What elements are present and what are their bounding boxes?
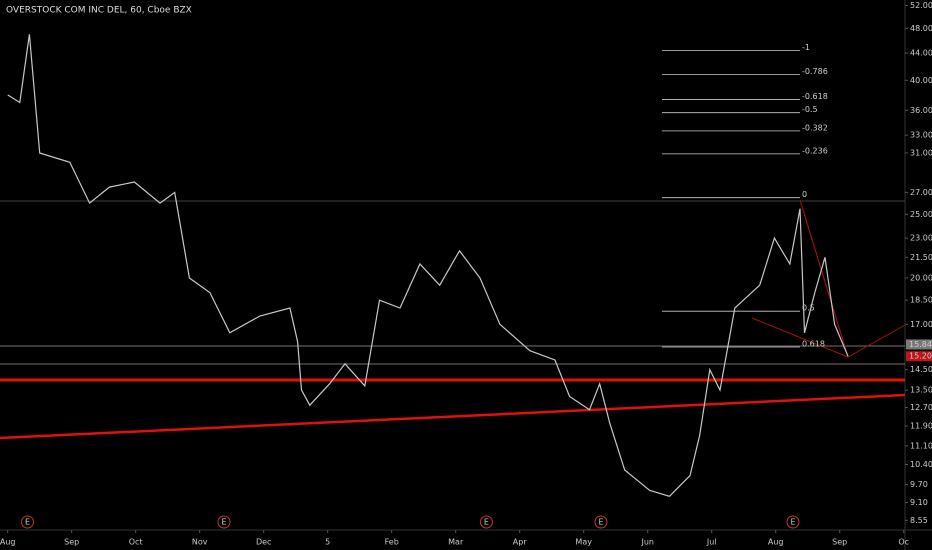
x-tick-label: Jul (706, 538, 717, 547)
fib-label: -0.236 (802, 146, 828, 155)
y-tick-label: 17.00 (910, 320, 932, 329)
trend-line (0, 393, 906, 440)
y-tick-label: 33.00 (910, 131, 932, 140)
y-tick-label: 25.00 (910, 210, 932, 219)
price-label: 15.20 (909, 352, 932, 361)
fib-label: -1 (802, 43, 810, 52)
pattern-line (751, 199, 849, 358)
y-tick-label: 20.00 (910, 273, 932, 282)
x-tick-label: May (575, 538, 592, 547)
y-tick-label: 23.00 (910, 234, 932, 243)
fib-label: -0.786 (802, 67, 828, 76)
price-label: 15.84 (909, 340, 932, 349)
x-tick-label: Sep (64, 538, 79, 547)
y-tick-label: 36.00 (910, 106, 932, 115)
y-tick-label: 40.00 (910, 76, 932, 85)
y-tick-label: 11.10 (910, 441, 932, 450)
x-tick-label: Oct (129, 538, 143, 547)
x-tick-label: 5 (325, 538, 330, 547)
x-tick-label: Oc (898, 538, 909, 547)
y-tick-label: 8.55 (910, 516, 928, 525)
price-label-box (906, 339, 932, 350)
x-tick-label: Mar (448, 538, 464, 547)
earnings-marker (479, 515, 493, 529)
x-tick-label: Sep (832, 538, 847, 547)
y-tick-label: 31.00 (910, 148, 932, 157)
y-tick-label: 21.50 (910, 253, 932, 262)
y-tick-label: 52.00 (910, 1, 932, 10)
y-tick-label: 48.00 (910, 24, 932, 33)
x-tick-label: Feb (385, 538, 399, 547)
y-tick-label: 9.10 (910, 498, 928, 507)
x-tick-label: Dec (256, 538, 271, 547)
fib-label: 0 (802, 190, 807, 199)
price-label-box (906, 351, 932, 362)
x-tick-label: Aug (768, 538, 784, 547)
price-line (7, 34, 849, 497)
y-tick-label: 12.70 (910, 403, 932, 412)
earnings-marker (217, 515, 231, 529)
x-tick-label: Apr (513, 538, 528, 547)
fib-label: -0.382 (802, 123, 828, 132)
x-tick-label: Nov (192, 538, 208, 547)
earnings-label: E (598, 518, 603, 527)
y-tick-label: 10.40 (910, 460, 932, 469)
y-tick-label: 18.50 (910, 296, 932, 305)
y-tick-label: 9.70 (910, 480, 928, 489)
fib-label: 0.5 (802, 304, 815, 313)
fib-label: 0.618 (802, 339, 825, 348)
x-tick-label: Jun (640, 538, 654, 547)
y-tick-label: 44.00 (910, 49, 932, 58)
fib-label: -0.5 (802, 105, 818, 114)
chart-title: OVERSTOCK COM INC DEL, 60, Cboe BZX (6, 6, 192, 16)
earnings-label: E (25, 518, 30, 527)
y-tick-label: 13.50 (910, 386, 932, 395)
earnings-marker (21, 515, 35, 529)
earnings-label: E (221, 518, 226, 527)
y-tick-label: 27.00 (910, 188, 932, 197)
earnings-marker (786, 515, 800, 529)
y-tick-label: 14.50 (910, 365, 932, 374)
earnings-marker (594, 515, 608, 529)
y-tick-label: 11.90 (910, 422, 932, 431)
x-tick-label: Aug (0, 538, 15, 547)
earnings-label: E (484, 518, 489, 527)
earnings-label: E (790, 518, 795, 527)
fib-label: -0.618 (802, 92, 828, 101)
